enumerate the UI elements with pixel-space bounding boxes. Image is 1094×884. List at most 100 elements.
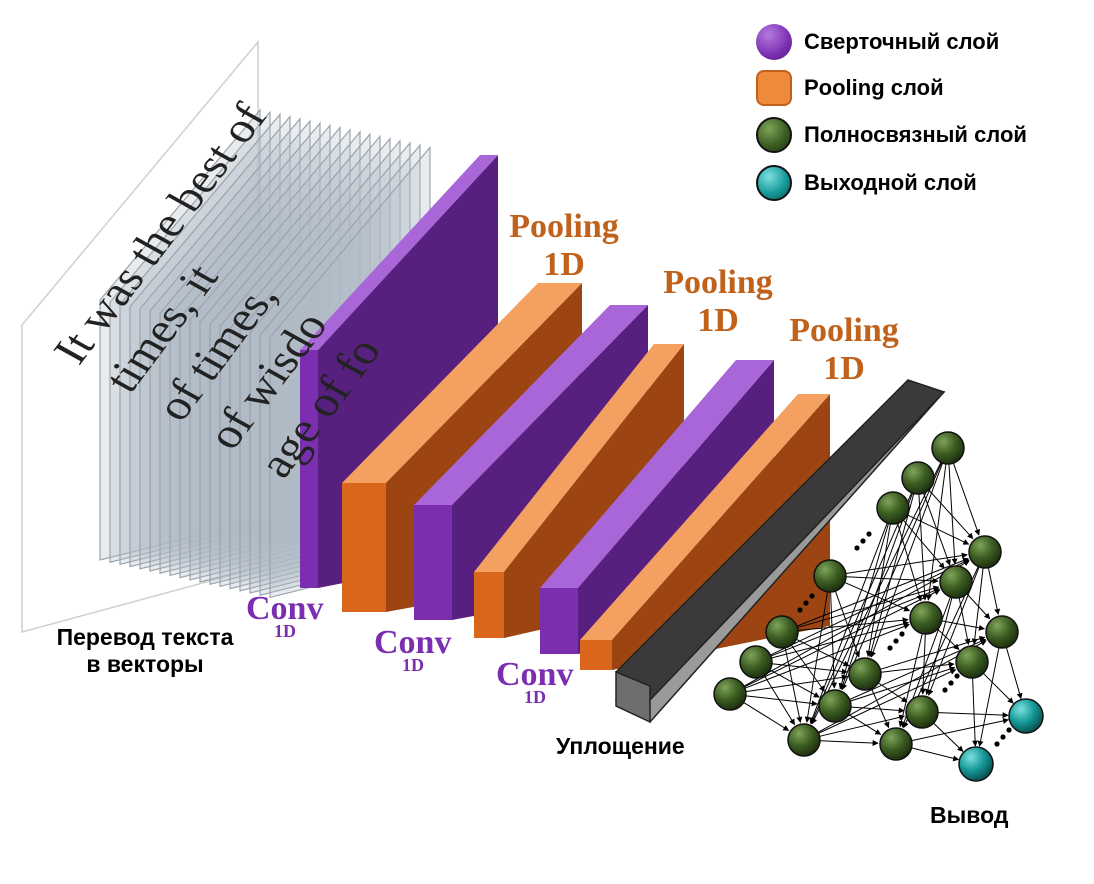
conv-label-sub: 1D (524, 687, 546, 707)
connection-arrow (870, 462, 943, 658)
dense-node-layer-1 (931, 431, 965, 465)
connection-arrow (845, 576, 939, 584)
output-layer-swatch-icon (756, 165, 792, 201)
connection-arrow (902, 519, 945, 569)
connection-arrow (848, 714, 882, 735)
ellipsis-dot (809, 593, 815, 599)
legend-label: Pooling слой (804, 75, 944, 100)
connection-arrow (745, 695, 818, 707)
ellipsis-dot (954, 673, 960, 679)
pooling-label-text: Pooling (509, 208, 619, 245)
output-node (1008, 698, 1044, 734)
ellipsis-dot (942, 687, 948, 693)
ellipsis-dot (854, 545, 860, 551)
dense-node-layer-1 (876, 491, 910, 525)
conv-block-3-top (540, 360, 774, 588)
connection-arrow (770, 587, 940, 657)
pooling-label-2: Pooling 1D (656, 264, 780, 340)
connection-arrow (845, 552, 968, 575)
connection-arrow (880, 635, 986, 670)
dense-node-layer-2 (787, 723, 821, 757)
connection-arrow (966, 593, 991, 620)
dense-node-layer-2 (909, 601, 943, 635)
ellipsis-dot (887, 645, 893, 651)
legend-item-pooling: Pooling слой (756, 70, 944, 106)
pooling-label-sub: 1D (543, 246, 585, 283)
pooling-label-sub: 1D (697, 302, 739, 339)
dense-connections (743, 462, 1023, 762)
connection-arrow (937, 712, 1009, 719)
legend-item-output: Выходной слой (756, 165, 977, 201)
connection-arrow (744, 623, 910, 689)
conv-label-2: Conv 1D (374, 624, 452, 675)
connection-arrow (744, 589, 941, 688)
pooling-block-3-front (580, 640, 612, 670)
conv-block-2-front (414, 505, 452, 620)
conv-block-1-front (300, 350, 318, 588)
ellipsis-dot (899, 631, 905, 637)
connection-arrow (958, 597, 971, 645)
conv-block-1-top (300, 155, 498, 350)
ellipsis-dot (803, 600, 809, 606)
connection-arrow (743, 702, 790, 731)
conv-label-text: Conv (496, 656, 574, 693)
ellipsis-dot (866, 531, 872, 537)
conv-label-sub: 1D (402, 655, 424, 675)
connection-arrow (948, 463, 958, 565)
connection-arrow (850, 666, 956, 702)
conv-block-2-top (414, 305, 648, 505)
connection-arrow (977, 647, 1000, 747)
pooling-block-3-side (612, 394, 830, 670)
connection-arrow (840, 492, 913, 690)
connection-arrow (770, 559, 970, 656)
ellipsis-dot (893, 638, 899, 644)
connection-arrow (796, 638, 850, 667)
connection-arrow (878, 682, 908, 703)
conv-block-3-front (540, 588, 578, 654)
ellipsis-dot (948, 680, 954, 686)
pooling-block-2-front (474, 572, 504, 638)
connection-arrow (933, 722, 964, 752)
pooling-label-sub: 1D (823, 350, 865, 387)
dense-layer-swatch-icon (756, 117, 792, 153)
connection-arrow (911, 717, 1009, 742)
dense-node-layer-2 (848, 657, 882, 691)
conv-layer-swatch-icon (756, 24, 792, 60)
text-to-vectors-line2: в векторы (86, 651, 204, 677)
pooling-block-3 (580, 394, 830, 670)
connection-arrow (844, 581, 911, 612)
dense-node-layer-1 (713, 677, 747, 711)
connection-arrow (982, 672, 1014, 704)
conv-label-sub: 1D (274, 621, 296, 641)
connection-arrow (911, 747, 960, 762)
connection-arrow (987, 567, 1001, 615)
conv-label-text: Conv (374, 624, 452, 661)
connection-arrow (796, 557, 969, 627)
connection-arrow (804, 591, 828, 723)
dense-node-layer-3 (879, 727, 913, 761)
ellipsis-dot (1006, 727, 1012, 733)
pooling-label-3: Pooling 1D (782, 312, 906, 388)
connection-arrow (868, 493, 915, 658)
connection-arrow (918, 493, 928, 601)
connection-arrow (771, 620, 910, 659)
dense-nodes (713, 431, 1044, 782)
connection-arrow (771, 663, 848, 675)
connection-arrow (941, 620, 985, 631)
legend-label: Сверточный слой (804, 29, 1000, 54)
pooling-layer-swatch-icon (756, 70, 792, 106)
text-to-vectors-label: Перевод текста в векторы (40, 624, 250, 678)
pooling-label-1: Pooling 1D (502, 208, 626, 284)
connection-arrow (797, 585, 940, 629)
dense-node-layer-1 (739, 645, 773, 679)
connection-arrow (1005, 647, 1023, 700)
connection-arrow (897, 523, 923, 602)
connection-arrow (880, 661, 955, 673)
pooling-block-2-top (474, 344, 684, 572)
pooling-block-1-front (342, 483, 386, 612)
output-label: Вывод (930, 802, 1009, 828)
ellipsis-dot (797, 607, 803, 613)
output-node (958, 746, 994, 782)
ellipsis-dot (1000, 734, 1006, 740)
